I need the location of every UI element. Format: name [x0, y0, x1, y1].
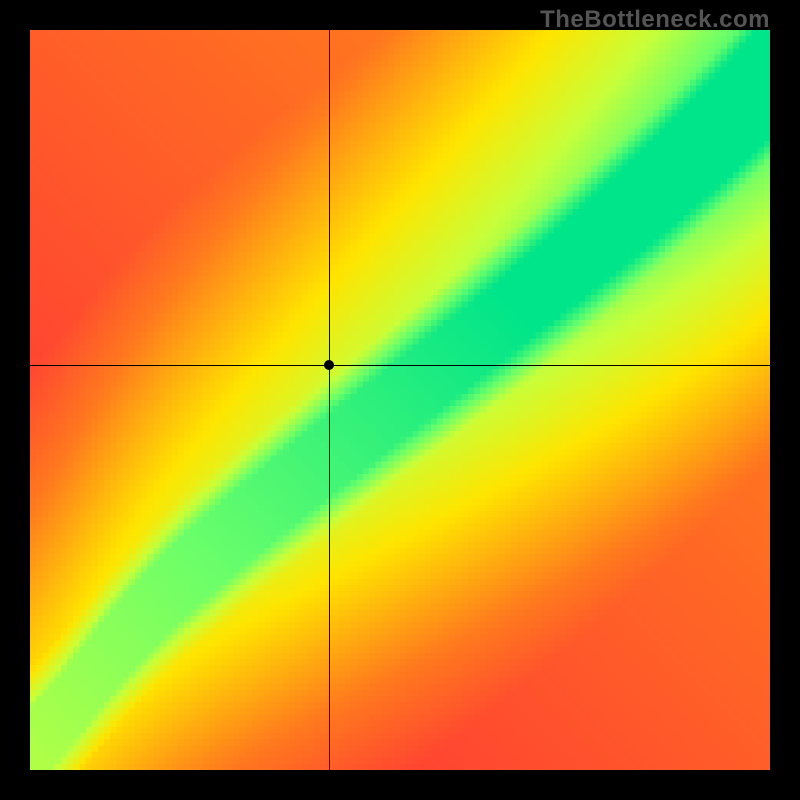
heatmap-canvas: [30, 30, 770, 770]
chart-frame: { "watermark": "TheBottleneck.com", "plo…: [0, 0, 800, 800]
watermark-text: TheBottleneck.com: [540, 6, 770, 34]
crosshair-marker: [324, 360, 334, 370]
crosshair-vertical: [329, 30, 330, 770]
crosshair-horizontal: [30, 365, 770, 366]
plot-area: [30, 30, 770, 770]
